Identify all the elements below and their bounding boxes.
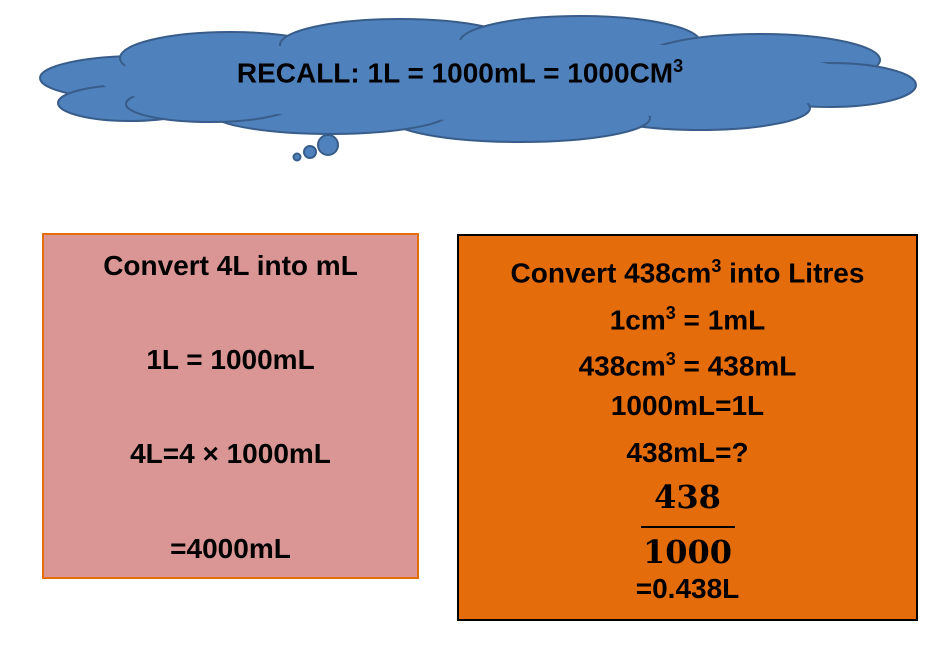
right-box-line-2: 438cm3 = 438mL: [459, 342, 916, 383]
recall-statement: RECALL: 1L = 1000mL = 1000CM3: [120, 46, 800, 93]
right-box-result: =0.438L: [635, 573, 740, 604]
right-box-line-1-superscript: 3: [665, 303, 676, 323]
right-box-title-prefix: Convert 438cm: [510, 257, 712, 289]
right-box-line-2-prefix: 438cm: [578, 350, 666, 382]
recall-text: RECALL: 1L = 1000mL = 1000CM: [236, 57, 674, 89]
convert-cm3-to-litres-box: Convert 438cm3 into Litres 1cm3 = 1mL 43…: [457, 234, 918, 621]
right-box-line-2-superscript: 3: [665, 349, 676, 369]
convert-litres-to-millilitres-box: Convert 4L into mL 1L = 1000mL 4L=4 × 10…: [42, 233, 419, 579]
right-box-title: Convert 438cm3 into Litres: [459, 249, 916, 290]
fraction-numerator: 438: [654, 478, 721, 516]
fraction-denominator: 1000: [642, 533, 733, 571]
right-box-line-4: 438mL=?: [626, 437, 749, 468]
right-box-title-suffix: into Litres: [721, 257, 865, 289]
left-box-title: Convert 4L into mL: [103, 250, 358, 281]
recall-superscript: 3: [673, 56, 684, 76]
right-box-line-1-suffix: = 1mL: [675, 304, 766, 336]
right-box-line-1-prefix: 1cm: [609, 304, 666, 336]
right-box-line-3: 1000mL=1L: [610, 390, 765, 421]
right-box-title-superscript: 3: [711, 256, 722, 276]
left-box-line-1: 1L = 1000mL: [146, 344, 315, 375]
left-box-line-2: 4L=4 × 1000mL: [130, 438, 331, 469]
right-box-line-2-suffix: = 438mL: [675, 350, 797, 382]
fraction-bar: [641, 526, 735, 528]
recall-thought-cloud: RECALL: 1L = 1000mL = 1000CM3: [0, 0, 941, 180]
right-box-line-1: 1cm3 = 1mL: [459, 296, 916, 337]
thought-cloud-shape: [39, 15, 917, 162]
left-box-line-3: =4000mL: [170, 533, 291, 564]
